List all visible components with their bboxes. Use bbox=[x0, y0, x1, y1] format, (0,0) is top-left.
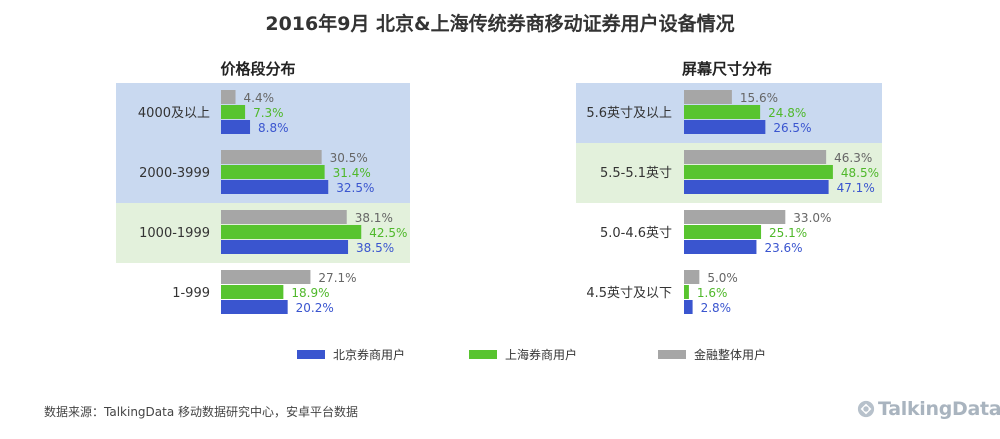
bar-beijing bbox=[684, 240, 757, 254]
source-note: 数据来源：TalkingData 移动数据研究中心，安卓平台数据 bbox=[44, 405, 359, 419]
data-label-overall: 46.3% bbox=[834, 151, 872, 165]
bar-shanghai bbox=[684, 225, 762, 239]
bar-shanghai bbox=[221, 225, 362, 239]
legend-item-beijing: 北京券商用户 bbox=[297, 346, 405, 363]
bar-overall bbox=[221, 270, 311, 284]
data-label-overall: 33.0% bbox=[793, 211, 831, 225]
data-label-beijing: 2.8% bbox=[701, 301, 732, 315]
category-label: 1000-1999 bbox=[139, 226, 210, 241]
data-label-overall: 5.0% bbox=[707, 271, 738, 285]
data-label-shanghai: 42.5% bbox=[369, 226, 407, 240]
legend: 北京券商用户 上海券商用户 金融整体用户 bbox=[0, 346, 1000, 366]
legend-swatch-beijing bbox=[297, 350, 325, 359]
data-label-beijing: 26.5% bbox=[773, 121, 811, 135]
bar-shanghai bbox=[684, 165, 833, 179]
bar-overall bbox=[684, 90, 732, 104]
data-label-beijing: 23.6% bbox=[764, 241, 802, 255]
data-label-overall: 4.4% bbox=[244, 91, 275, 105]
bar-beijing bbox=[684, 180, 829, 194]
bar-beijing bbox=[684, 120, 766, 134]
legend-label-overall: 金融整体用户 bbox=[694, 348, 767, 362]
category-label: 4000及以上 bbox=[138, 106, 210, 121]
bar-overall bbox=[684, 270, 700, 284]
bar-shanghai bbox=[684, 285, 689, 299]
bar-overall bbox=[221, 150, 322, 164]
data-label-shanghai: 24.8% bbox=[768, 106, 806, 120]
data-label-beijing: 38.5% bbox=[356, 241, 394, 255]
legend-swatch-overall bbox=[658, 350, 686, 359]
category-label: 5.6英寸及以上 bbox=[586, 106, 672, 121]
data-label-shanghai: 7.3% bbox=[253, 106, 284, 120]
data-label-beijing: 32.5% bbox=[336, 181, 374, 195]
talkingdata-logo: TalkingData bbox=[857, 398, 1000, 420]
data-label-shanghai: 31.4% bbox=[333, 166, 371, 180]
bar-beijing bbox=[684, 300, 693, 314]
bar-shanghai bbox=[684, 105, 761, 119]
legend-item-shanghai: 上海券商用户 bbox=[469, 346, 577, 363]
bar-overall bbox=[221, 210, 347, 224]
category-label: 4.5英寸及以下 bbox=[586, 286, 672, 301]
bar-overall bbox=[684, 150, 827, 164]
category-band bbox=[116, 83, 410, 143]
bar-shanghai bbox=[221, 105, 246, 119]
data-label-shanghai: 25.1% bbox=[769, 226, 807, 240]
bar-beijing bbox=[221, 180, 329, 194]
category-label: 2000-3999 bbox=[139, 166, 210, 181]
data-label-shanghai: 18.9% bbox=[291, 286, 329, 300]
data-label-overall: 27.1% bbox=[318, 271, 356, 285]
bar-shanghai bbox=[221, 165, 325, 179]
legend-label-shanghai: 上海券商用户 bbox=[505, 348, 578, 362]
legend-item-overall: 金融整体用户 bbox=[658, 346, 766, 363]
data-label-beijing: 47.1% bbox=[837, 181, 875, 195]
bar-beijing bbox=[221, 300, 288, 314]
screen-panel-title: 屏幕尺寸分布 bbox=[681, 60, 772, 78]
data-label-shanghai: 48.5% bbox=[841, 166, 879, 180]
data-label-overall: 30.5% bbox=[330, 151, 368, 165]
charts-canvas: 4000及以上 4.4%7.3%8.8% 2000-3999 30.5%31.4%32… bbox=[116, 83, 882, 315]
chart-title: 2016年9月 北京&上海传统券商移动证券用户设备情况 bbox=[265, 13, 735, 35]
category-label: 5.5-5.1英寸 bbox=[600, 166, 672, 181]
bar-overall bbox=[221, 90, 236, 104]
bar-shanghai bbox=[221, 285, 284, 299]
category-label: 5.0-4.6英寸 bbox=[600, 226, 672, 241]
category-label: 1-999 bbox=[172, 286, 210, 301]
price-panel-title: 价格段分布 bbox=[220, 60, 296, 78]
talkingdata-logo-text: TalkingData bbox=[878, 398, 1000, 420]
legend-label-beijing: 北京券商用户 bbox=[333, 348, 406, 362]
bar-beijing bbox=[221, 240, 349, 254]
talkingdata-logo-icon bbox=[857, 400, 875, 418]
data-label-overall: 38.1% bbox=[355, 211, 393, 225]
data-label-beijing: 8.8% bbox=[258, 121, 289, 135]
data-label-beijing: 20.2% bbox=[296, 301, 334, 315]
data-label-shanghai: 1.6% bbox=[697, 286, 728, 300]
data-label-overall: 15.6% bbox=[740, 91, 778, 105]
bar-beijing bbox=[221, 120, 251, 134]
bar-overall bbox=[684, 210, 786, 224]
legend-swatch-shanghai bbox=[469, 350, 497, 359]
